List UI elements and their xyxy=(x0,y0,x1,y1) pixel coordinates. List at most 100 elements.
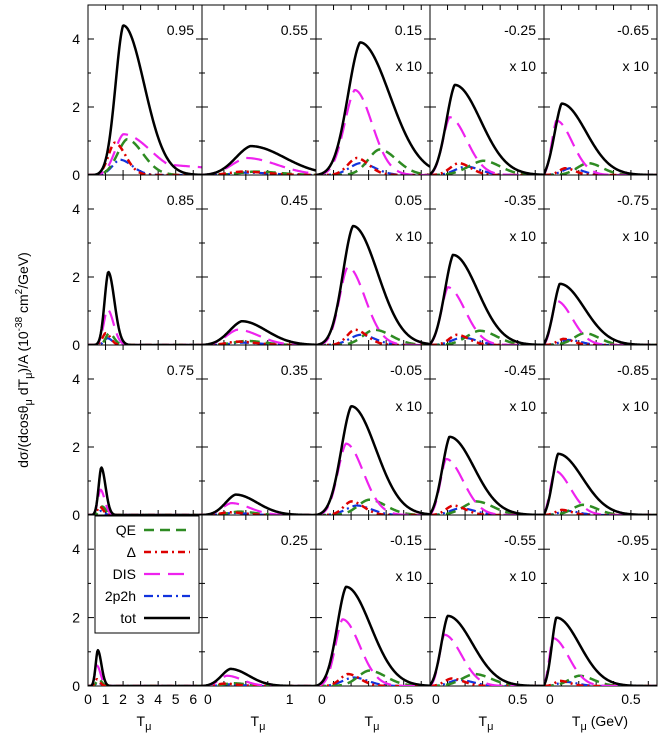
panel--0.55: -0.55 x 10 xyxy=(429,514,545,687)
y-axis-label-part: dσ/(dcosθ xyxy=(15,405,31,468)
y-tick-label: 2 xyxy=(72,99,80,115)
x-tick-labels: 0 1 2 3 4 5 6 0 1 0 0.5 0 0.5 0 0.5 xyxy=(84,691,641,707)
curve-tot--0.45 xyxy=(430,435,544,515)
legend-label-Delta: Δ xyxy=(127,544,136,560)
y-axis-label-part: μ xyxy=(23,399,35,405)
curve-Delta--0.65 xyxy=(544,166,657,175)
curve-Delta-0.95 xyxy=(88,141,202,175)
curve-Delta--0.05 xyxy=(316,500,430,515)
curve-Delta-0.05 xyxy=(316,328,430,345)
curve-tot--0.85 xyxy=(544,452,657,515)
y-tick-label: 0 xyxy=(72,507,80,523)
x-axis-label-main: T xyxy=(251,713,260,729)
panel-0.35: 0.35 xyxy=(201,344,317,516)
curve-2p2h--0.55 xyxy=(430,678,544,686)
curve-tot--0.35 xyxy=(430,253,544,345)
panel-label: -0.55 xyxy=(504,532,536,548)
legend: QE Δ DIS 2p2h tot xyxy=(94,515,200,634)
curve-Delta--0.25 xyxy=(430,161,544,175)
curve-2p2h-0.75 xyxy=(88,509,202,515)
curve-QE-0.75 xyxy=(88,505,202,515)
x-tick-label: 0 xyxy=(318,691,326,707)
curve-DIS-0.95 xyxy=(88,133,202,175)
curve-tot--0.15 xyxy=(316,585,430,686)
x-tick-label: 0.5 xyxy=(394,691,414,707)
curve-QE-0.95 xyxy=(88,138,202,175)
panel-label: 0.55 xyxy=(281,22,308,38)
panel-label: 0.85 xyxy=(167,192,194,208)
curve-2p2h--0.25 xyxy=(430,165,544,175)
y-axis-label-part: )/A (10 xyxy=(15,331,31,372)
y-tick-label: 4 xyxy=(72,201,80,217)
curve-DIS--0.75 xyxy=(544,299,657,345)
curve-Delta-0.15 xyxy=(316,156,430,175)
scale-label: x 10 xyxy=(510,398,537,414)
curve-DIS--0.35 xyxy=(430,286,544,345)
x-axis-label: Tμ xyxy=(137,713,152,733)
scale-label: x 10 xyxy=(510,568,537,584)
y-tick-label: 4 xyxy=(72,541,80,557)
legend-label-2p2h: 2p2h xyxy=(105,588,136,604)
scale-label: x 10 xyxy=(510,58,537,74)
panel-label: 0.05 xyxy=(395,192,422,208)
panel-label: -0.45 xyxy=(504,362,536,378)
legend-label-QE: QE xyxy=(116,522,136,538)
x-tick-label: 0 xyxy=(546,691,554,707)
curve-QE-0.85 xyxy=(88,331,202,345)
curve-Delta--0.45 xyxy=(430,504,544,515)
y-axis-label-part: 2 xyxy=(14,288,25,294)
x-tick-label: 0 xyxy=(432,691,440,707)
y-axis-label-part: cm xyxy=(15,294,31,317)
panel-label: 0.95 xyxy=(167,22,194,38)
curve-2p2h--0.45 xyxy=(430,507,544,515)
scale-label: x 10 xyxy=(396,58,423,74)
curve-tot-0.85 xyxy=(88,270,202,345)
panel-label: 0.45 xyxy=(281,192,308,208)
curve-DIS--0.15 xyxy=(316,618,430,686)
y-axis-label-part: /GeV) xyxy=(15,252,31,289)
curve-tot--0.25 xyxy=(430,83,544,175)
x-axis-label-main: T xyxy=(572,713,581,729)
x-tick-label: 4 xyxy=(154,691,162,707)
panel--0.25: -0.25 x 10 xyxy=(429,4,545,176)
panel-0.45: 0.45 xyxy=(201,174,317,346)
y-tick-label: 2 xyxy=(72,269,80,285)
curve-tot-0.65 xyxy=(88,648,202,686)
scale-label: x 10 xyxy=(510,228,537,244)
panel--0.15: -0.15 x 10 xyxy=(315,514,431,687)
panel-label: 0.35 xyxy=(281,362,308,378)
curve-Delta--0.15 xyxy=(316,672,430,686)
curve-tot-0.15 xyxy=(316,41,430,175)
panel--0.05: -0.05 x 10 xyxy=(315,344,431,516)
x-axis-label-sub: μ xyxy=(373,721,379,733)
curve-tot-0.95 xyxy=(88,24,202,175)
y-tick-label: 0 xyxy=(72,678,80,694)
panels: 0.95 0.55 0.15x 10-0.25x 10-0.65x 100.85 0.… xyxy=(72,4,658,733)
x-axis-label-unit: (GeV) xyxy=(587,713,628,729)
curve-Delta--0.75 xyxy=(544,337,657,345)
x-axis-label-main: T xyxy=(365,713,374,729)
y-tick-label: 0 xyxy=(72,337,80,353)
curve-DIS--0.65 xyxy=(544,119,657,175)
curve-tot-0.25 xyxy=(202,667,316,686)
panel-label: -0.35 xyxy=(504,192,536,208)
curve-DIS-0.05 xyxy=(316,265,430,345)
x-tick-label: 3 xyxy=(137,691,145,707)
x-tick-label: 0.5 xyxy=(621,691,641,707)
scale-label: x 10 xyxy=(396,228,423,244)
curve-Delta-0.55 xyxy=(202,170,316,175)
curve-DIS--0.25 xyxy=(430,116,544,175)
curve-tot--0.95 xyxy=(544,616,657,686)
panel--0.35: -0.35 x 10 xyxy=(429,174,545,346)
panel-0.85: 0.85 xyxy=(87,174,203,346)
x-tick-label: 1 xyxy=(102,691,110,707)
panel--0.65: -0.65 x 10 xyxy=(543,4,658,176)
curve-DIS--0.95 xyxy=(544,637,657,686)
y-axis-label-part: -38 xyxy=(14,316,25,331)
x-tick-label: 2 xyxy=(119,691,127,707)
x-axis-label-sub: μ xyxy=(487,721,493,733)
panel-label: -0.65 xyxy=(617,22,649,38)
curve-tot--0.65 xyxy=(544,102,657,175)
scale-label: x 10 xyxy=(623,58,650,74)
